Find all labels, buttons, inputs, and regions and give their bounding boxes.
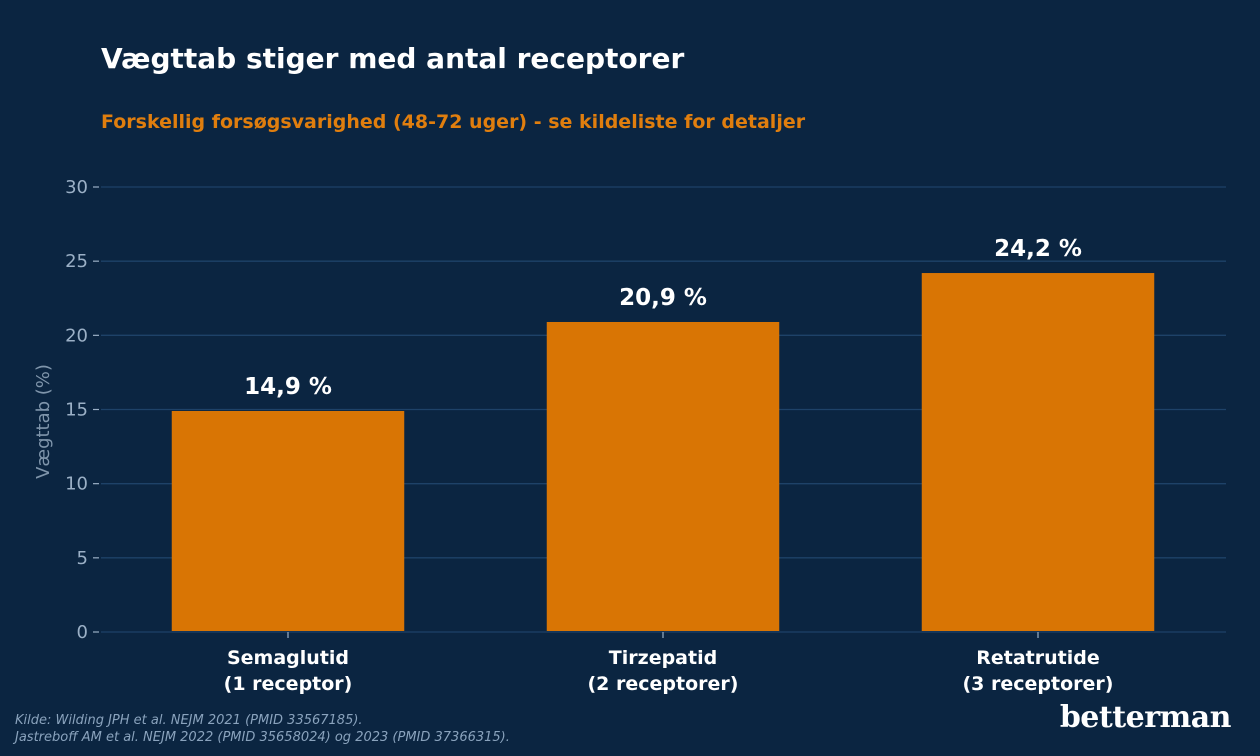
- chart-subtitle: Forskellig forsøgsvarighed (48-72 uger) …: [101, 111, 806, 133]
- y-tick-label: 5: [77, 548, 88, 569]
- x-tick-label: (3 receptorer): [963, 673, 1114, 695]
- y-tick-label: 20: [65, 325, 88, 346]
- bar-chart: 0 5 10 15 20 25 30 Vægttab (%) Semaglutid (1 rece…: [33, 177, 1226, 695]
- x-tick-label: Semaglutid: [227, 647, 349, 669]
- data-label: 14,9 %: [244, 374, 332, 400]
- brand-logo: betterman: [1059, 700, 1232, 735]
- bar: [921, 273, 1155, 631]
- data-label: 20,9 %: [619, 285, 707, 311]
- x-tick-label: (1 receptor): [224, 673, 353, 695]
- y-axis-label: Vægttab (%): [33, 364, 54, 479]
- chart-title: Vægttab stiger med antal receptorer: [101, 42, 685, 75]
- y-tick-label: 0: [77, 622, 88, 643]
- source-line-1: Kilde: Wilding JPH et al. NEJM 2021 (PMI…: [15, 713, 363, 728]
- source-line-2: Jastreboff AM et al. NEJM 2022 (PMID 356…: [15, 730, 510, 745]
- y-tick-label: 25: [65, 251, 88, 272]
- x-tick-label: (2 receptorer): [588, 673, 739, 695]
- x-tick-label: Retatrutide: [976, 647, 1099, 669]
- y-tick-label: 10: [65, 474, 88, 495]
- axes: 0 5 10 15 20 25 30 Vægttab (%) Semaglutid (1 rece…: [33, 177, 1113, 695]
- source-note: Kilde: Wilding JPH et al. NEJM 2021 (PMI…: [15, 712, 510, 746]
- y-tick-label: 15: [65, 400, 88, 421]
- data-label: 24,2 %: [994, 236, 1082, 262]
- bar: [171, 410, 405, 631]
- y-tick-label: 30: [65, 177, 88, 198]
- bars: [171, 273, 1155, 631]
- labels: 14,9 % 20,9 % 24,2 %: [244, 236, 1082, 400]
- x-tick-label: Tirzepatid: [609, 647, 717, 669]
- bar: [546, 321, 780, 631]
